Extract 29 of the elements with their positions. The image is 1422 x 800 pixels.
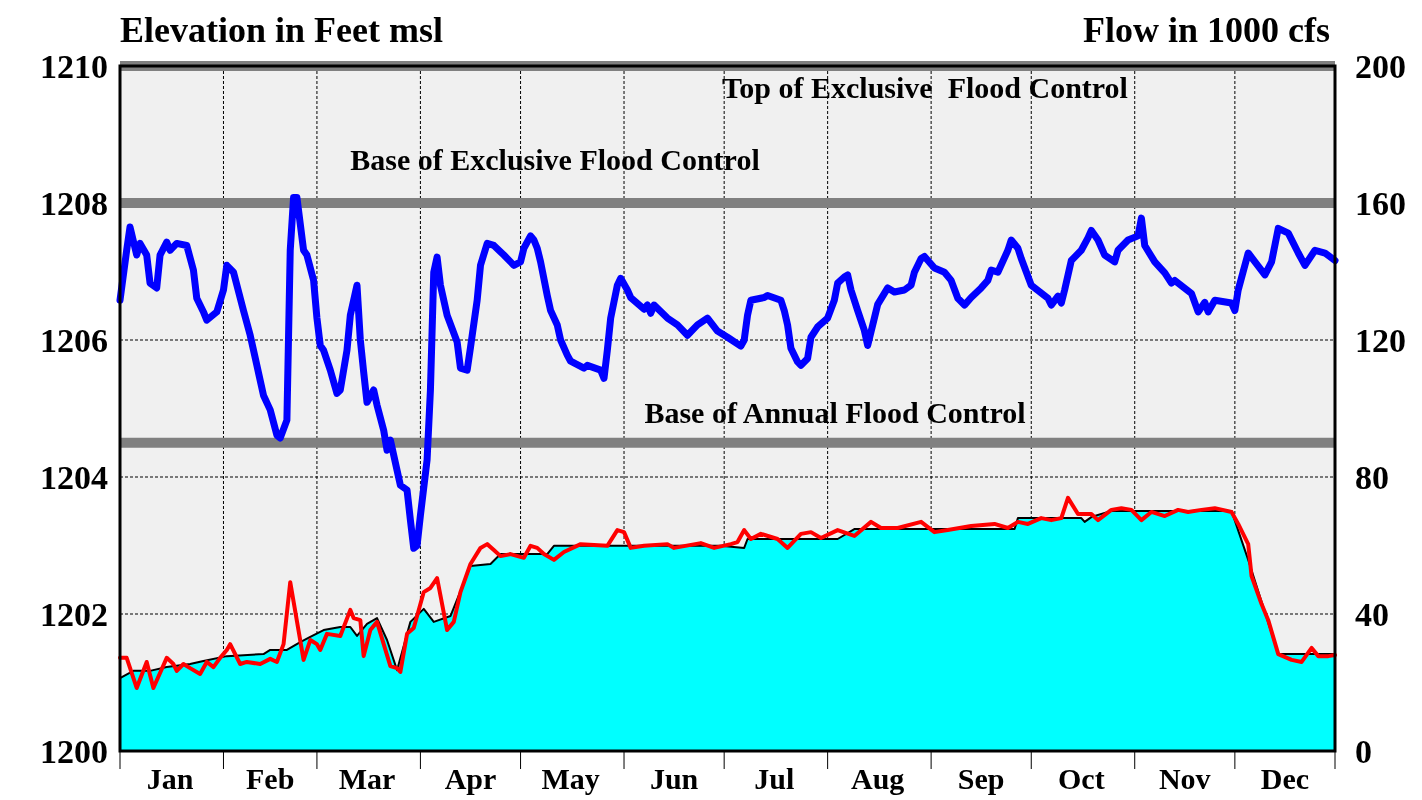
y2-tick-label: 160 [1355, 185, 1406, 222]
x-tick-label: Mar [338, 762, 396, 795]
y-tick-label: 1202 [40, 596, 108, 633]
x-tick-label: Apr [444, 762, 497, 795]
y-tick-label: 1204 [40, 459, 108, 496]
y2-tick-label: 40 [1355, 596, 1389, 633]
y-tick-label: 1210 [40, 48, 108, 85]
y2-tick-label: 80 [1355, 459, 1389, 496]
x-tick-label: Dec [1260, 762, 1310, 795]
y2-tick-label: 0 [1355, 733, 1372, 770]
x-tick-label: Jun [649, 762, 699, 795]
x-tick-label: Nov [1158, 762, 1211, 795]
x-tick-label: Jan [146, 762, 194, 795]
x-tick-label: May [541, 762, 600, 795]
ref-line-label: Top of Exclusive Flood Control [722, 71, 1128, 104]
ref-line-label: Base of Exclusive Flood Control [350, 143, 760, 176]
x-tick-label: Oct [1058, 762, 1105, 795]
ref-line-label: Base of Annual Flood Control [644, 395, 1026, 429]
x-tick-label: Jul [754, 762, 795, 795]
y-tick-label: 1200 [40, 733, 108, 770]
y-tick-label: 1208 [40, 185, 108, 222]
y2-tick-label: 200 [1355, 48, 1406, 85]
x-tick-label: Aug [851, 762, 905, 795]
y2-axis-title: Flow in 1000 cfs [1083, 10, 1330, 50]
y2-tick-label: 120 [1355, 322, 1406, 359]
x-tick-label: Feb [246, 762, 295, 795]
x-tick-label: Sep [957, 762, 1005, 795]
y-tick-label: 1206 [40, 322, 108, 359]
y-axis-title: Elevation in Feet msl [120, 10, 443, 50]
